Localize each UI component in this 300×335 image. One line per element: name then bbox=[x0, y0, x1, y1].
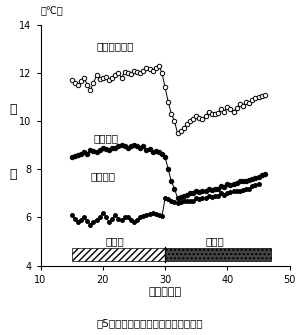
Text: 湿球温度: 湿球温度 bbox=[90, 172, 115, 182]
Text: 図5．　日中の霧による温度変化の例: 図5． 日中の霧による温度変化の例 bbox=[97, 318, 203, 328]
Text: 仾球温度: 仾球温度 bbox=[94, 133, 118, 143]
Bar bbox=[165, 248, 271, 261]
Text: 霧なし: 霧なし bbox=[106, 237, 125, 247]
Text: 霧あり: 霧あり bbox=[206, 237, 224, 247]
Text: 反: 反 bbox=[10, 168, 17, 181]
Text: 温: 温 bbox=[10, 103, 17, 116]
Bar bbox=[72, 248, 165, 261]
Text: 葉温（大豆）: 葉温（大豆） bbox=[97, 42, 134, 52]
X-axis label: 時間（分）: 時間（分） bbox=[148, 287, 182, 297]
Text: （℃）: （℃） bbox=[40, 6, 63, 16]
